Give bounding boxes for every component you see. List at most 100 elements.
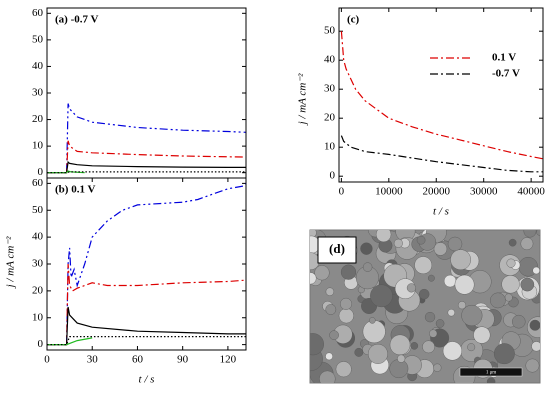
plot-frame <box>46 7 247 179</box>
particle <box>319 370 336 383</box>
particle <box>450 249 471 270</box>
y-axis-label: j / mA cm⁻² <box>5 236 17 289</box>
particle <box>418 288 430 300</box>
y-tick-label: 60 <box>32 7 44 19</box>
particle <box>506 258 516 268</box>
y-tick-label: 60 <box>32 177 44 189</box>
particle <box>397 354 406 363</box>
particle <box>310 272 317 285</box>
x-tick-label: 30000 <box>470 186 498 198</box>
particle <box>520 277 535 292</box>
particle <box>508 238 517 247</box>
y-tick-label: 20 <box>32 113 44 125</box>
x-tick-label: 90 <box>177 354 189 366</box>
x-tick-label: 30 <box>87 354 99 366</box>
particle <box>424 311 436 323</box>
legend-label: -0.7 V <box>492 68 520 80</box>
particle <box>310 252 320 270</box>
sem-image: (d) 1 μm <box>309 229 541 384</box>
y-tick-label: 40 <box>324 54 336 66</box>
particle <box>442 341 462 361</box>
particle <box>443 274 457 288</box>
x-tick-label: 60 <box>132 354 144 366</box>
series-line <box>47 336 246 346</box>
y-tick-label: 20 <box>324 112 336 124</box>
particle <box>360 242 373 255</box>
series-line <box>47 160 246 174</box>
panel-label: (d) <box>329 241 345 256</box>
particle <box>325 352 333 361</box>
particle <box>457 301 467 310</box>
particle <box>329 330 339 340</box>
y-tick-label: 30 <box>32 258 44 270</box>
y-tick-label: 40 <box>32 231 44 243</box>
y-tick-label: 30 <box>324 83 336 95</box>
particle <box>447 309 455 317</box>
particle <box>473 326 491 344</box>
particle <box>340 297 352 310</box>
particle <box>393 238 403 248</box>
y-tick-label: 50 <box>32 33 44 45</box>
y-tick-label: 40 <box>32 60 44 72</box>
particle <box>427 274 435 282</box>
particle <box>375 230 392 243</box>
particle <box>370 284 393 308</box>
particle <box>447 236 463 252</box>
x-tick-label: 0 <box>339 186 345 198</box>
particle <box>389 359 409 379</box>
series-line <box>47 140 246 174</box>
particle <box>325 287 335 296</box>
particle <box>461 304 483 327</box>
y-tick-label: 30 <box>32 87 44 99</box>
particle <box>414 256 433 275</box>
series-line <box>47 171 246 174</box>
particle <box>435 319 445 328</box>
particle <box>367 343 388 364</box>
y-tick-label: 10 <box>32 140 44 152</box>
particle <box>362 262 373 272</box>
series-line <box>340 31 543 160</box>
particle <box>486 377 496 383</box>
particle <box>310 333 324 356</box>
particle <box>433 242 448 256</box>
x-tick-label: 20000 <box>423 186 451 198</box>
particle <box>389 334 411 356</box>
y-tick-label: 0 <box>38 166 44 178</box>
series-line <box>340 135 543 173</box>
y-tick-label: 50 <box>324 25 336 37</box>
series-line <box>47 263 246 346</box>
series-line <box>47 182 246 346</box>
particle <box>501 275 520 294</box>
panel-label: (b) 0.1 V <box>55 184 95 196</box>
series-line <box>47 306 246 346</box>
particle <box>410 342 419 350</box>
label-box <box>317 236 357 264</box>
particle <box>429 329 438 338</box>
scale-bar <box>459 367 523 377</box>
particle <box>532 266 540 275</box>
particle <box>454 274 475 295</box>
particle <box>422 340 435 354</box>
legend-label: 0.1 V <box>492 52 516 64</box>
x-axis-label: t / s <box>139 374 155 386</box>
particle <box>406 283 416 293</box>
particle <box>354 347 364 357</box>
particles <box>310 230 540 383</box>
particle <box>531 341 540 352</box>
y-axis-label: j / mA cm⁻² <box>297 73 309 126</box>
plot-frame <box>46 177 247 351</box>
x-tick-label: 40000 <box>517 186 545 198</box>
series-line <box>47 103 246 174</box>
particle <box>340 264 357 280</box>
particle <box>467 343 476 352</box>
particle <box>529 319 540 331</box>
particle <box>362 320 386 344</box>
y-tick-label: 0 <box>38 338 44 350</box>
particle <box>493 343 515 365</box>
x-tick-label: 10000 <box>375 186 403 198</box>
particle <box>335 361 352 378</box>
particle <box>338 308 354 324</box>
panel-label: (a) -0.7 V <box>55 14 99 26</box>
x-axis-label: t / s <box>433 206 449 218</box>
x-tick-label: 0 <box>44 354 50 366</box>
